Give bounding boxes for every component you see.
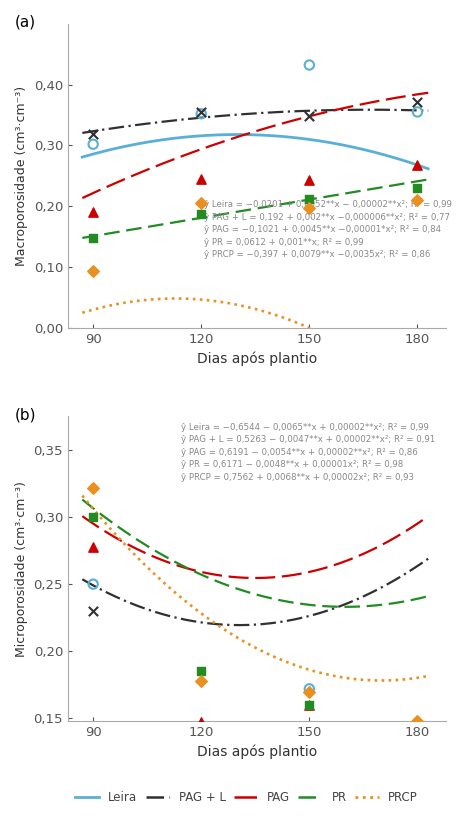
Point: [198, 748, 205, 761]
Text: (a): (a): [15, 15, 36, 29]
Point: [198, 716, 205, 729]
Point: [414, 158, 421, 171]
Point: [306, 201, 313, 214]
Point: [198, 107, 205, 120]
Point: [89, 577, 97, 590]
Point: [89, 510, 97, 523]
Text: ŷ Leira = −0,0201 + 0,0052**x − 0,00002**x²; R² = 0,99
ŷ PAG + L = 0,192 + 0,002: ŷ Leira = −0,0201 + 0,0052**x − 0,00002*…: [204, 201, 452, 260]
Point: [198, 173, 205, 186]
Point: [306, 748, 313, 761]
Point: [198, 665, 205, 678]
Point: [89, 265, 97, 278]
Point: [198, 735, 205, 748]
Point: [306, 173, 313, 186]
Point: [414, 194, 421, 207]
Point: [306, 192, 313, 206]
X-axis label: Dias após plantio: Dias após plantio: [197, 351, 317, 366]
Point: [414, 732, 421, 745]
Point: [89, 206, 97, 219]
Point: [89, 481, 97, 494]
Point: [306, 682, 313, 695]
Legend: Leira, PAG + L, PAG, PR, PRCP: Leira, PAG + L, PAG, PR, PRCP: [71, 786, 422, 809]
Point: [198, 106, 205, 119]
Point: [89, 232, 97, 245]
Point: [306, 110, 313, 123]
Point: [89, 128, 97, 141]
Point: [198, 197, 205, 210]
Y-axis label: Macroporosidade (cm³·cm⁻³): Macroporosidade (cm³·cm⁻³): [15, 86, 28, 266]
Text: (b): (b): [15, 407, 36, 423]
Point: [306, 699, 313, 712]
Point: [306, 699, 313, 712]
Point: [89, 604, 97, 618]
Point: [306, 685, 313, 698]
Y-axis label: Microporosidade (cm³·cm⁻³): Microporosidade (cm³·cm⁻³): [15, 481, 28, 657]
X-axis label: Dias após plantio: Dias após plantio: [197, 744, 317, 759]
Point: [414, 182, 421, 195]
Point: [414, 95, 421, 108]
Point: [198, 674, 205, 687]
Point: [198, 207, 205, 220]
Point: [89, 138, 97, 151]
Point: [89, 540, 97, 553]
Point: [414, 749, 421, 762]
Point: [306, 58, 313, 71]
Point: [414, 728, 421, 741]
Point: [414, 714, 421, 727]
Point: [414, 728, 421, 741]
Point: [414, 106, 421, 119]
Text: ŷ Leira = −0,6544 − 0,0065**x + 0,00002**x²; R² = 0,99
ŷ PAG + L = 0,5263 − 0,00: ŷ Leira = −0,6544 − 0,0065**x + 0,00002*…: [182, 423, 436, 482]
